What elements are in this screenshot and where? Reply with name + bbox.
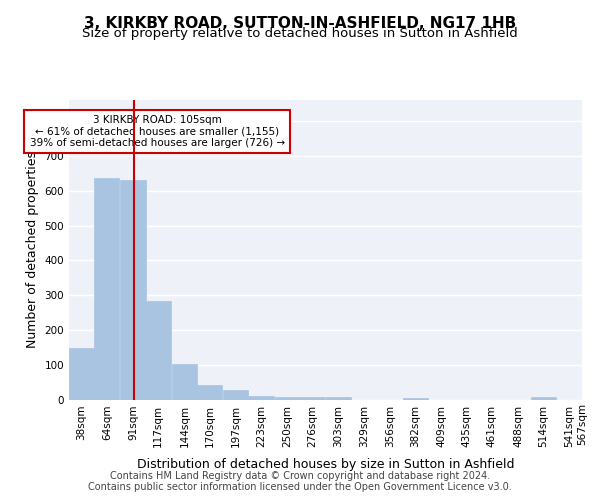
Text: 567sqm: 567sqm bbox=[577, 403, 587, 445]
Text: 3, KIRKBY ROAD, SUTTON-IN-ASHFIELD, NG17 1HB: 3, KIRKBY ROAD, SUTTON-IN-ASHFIELD, NG17… bbox=[84, 16, 516, 31]
Bar bbox=[94, 178, 119, 400]
Bar bbox=[403, 398, 428, 400]
Bar bbox=[197, 384, 222, 400]
Bar bbox=[172, 364, 197, 400]
Bar bbox=[146, 300, 171, 400]
Bar bbox=[530, 397, 556, 400]
Text: 3 KIRKBY ROAD: 105sqm
← 61% of detached houses are smaller (1,155)
39% of semi-d: 3 KIRKBY ROAD: 105sqm ← 61% of detached … bbox=[29, 115, 285, 148]
Bar bbox=[300, 397, 325, 400]
Text: Contains HM Land Registry data © Crown copyright and database right 2024.
Contai: Contains HM Land Registry data © Crown c… bbox=[88, 471, 512, 492]
X-axis label: Distribution of detached houses by size in Sutton in Ashfield: Distribution of detached houses by size … bbox=[137, 458, 514, 471]
Bar bbox=[275, 397, 300, 400]
Bar bbox=[121, 180, 146, 400]
Y-axis label: Number of detached properties: Number of detached properties bbox=[26, 152, 39, 348]
Bar bbox=[248, 396, 274, 400]
Bar bbox=[326, 397, 351, 400]
Bar bbox=[69, 348, 94, 400]
Bar bbox=[223, 390, 248, 400]
Text: Size of property relative to detached houses in Sutton in Ashfield: Size of property relative to detached ho… bbox=[82, 27, 518, 40]
